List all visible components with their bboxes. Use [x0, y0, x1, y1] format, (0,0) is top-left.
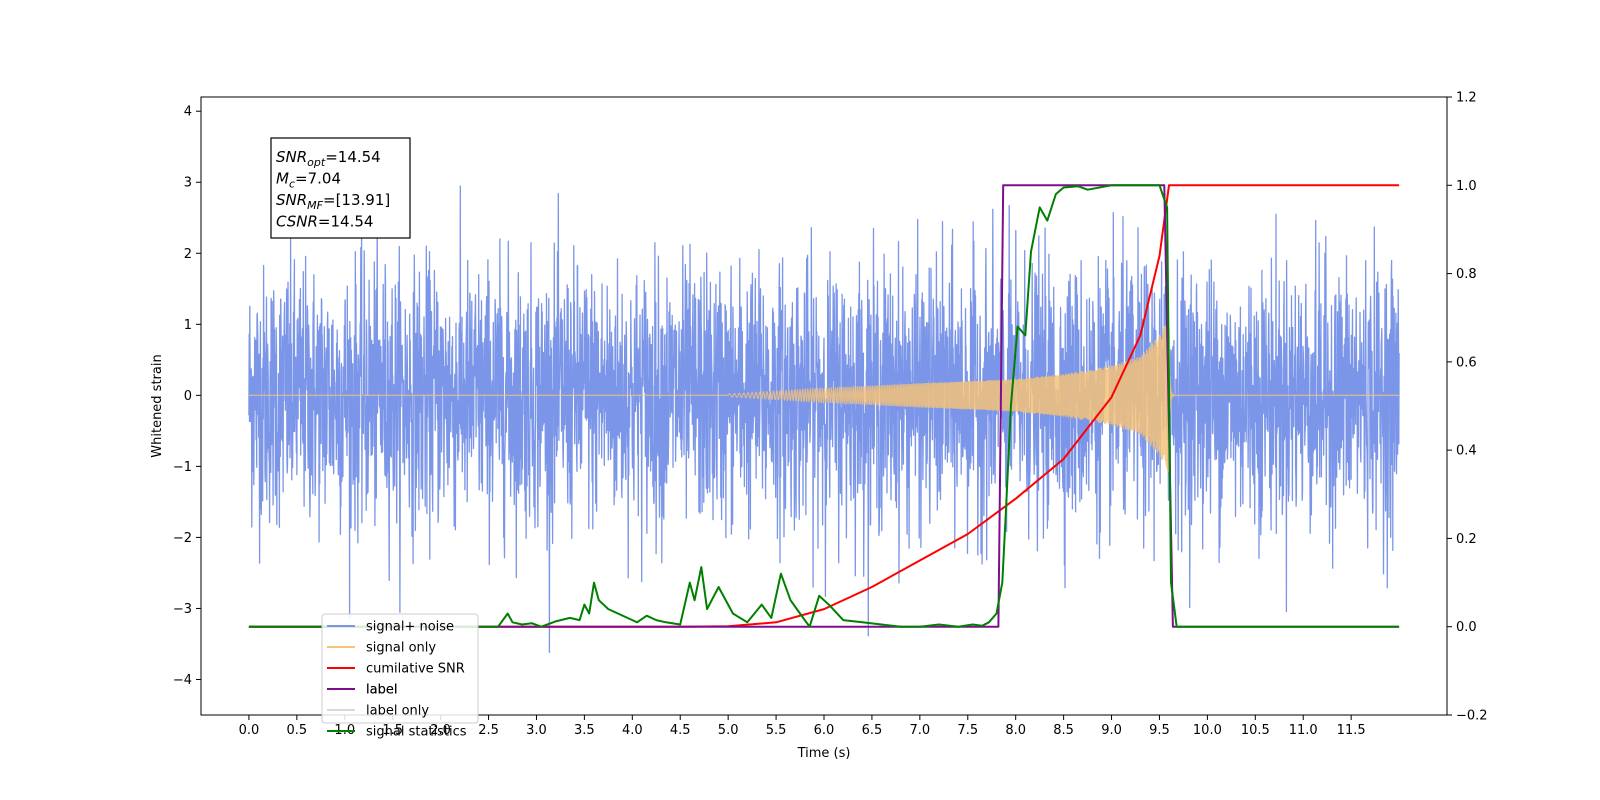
- x-tick-label: 4.0: [622, 723, 643, 738]
- y-tick-label: 1: [184, 318, 192, 333]
- x-tick-label: 7.0: [910, 723, 931, 738]
- annotation-subscript: c: [289, 178, 295, 191]
- x-tick-label: 6.5: [862, 723, 883, 738]
- annotation-box: SNRopt=14.54Mc=7.04SNRMF=[13.91]CSNR=14.…: [270, 137, 411, 239]
- plot-area: [248, 184, 1400, 654]
- x-tick-label: 5.5: [766, 723, 787, 738]
- legend-entry-2: signal only: [366, 641, 436, 656]
- x-tick-label: 8.5: [1053, 723, 1074, 738]
- y2-tick-label: −0.2: [1456, 709, 1488, 724]
- y-tick-label: 4: [184, 105, 192, 120]
- x-tick-label: 5.0: [718, 723, 739, 738]
- series-cumilative-snr-line: [248, 184, 1400, 628]
- y-tick-label: −1: [173, 460, 192, 475]
- x-axis-label: Time (s): [797, 746, 851, 761]
- annotation-line: CSNR=14.54: [276, 213, 373, 231]
- y2-tick-label: 1.0: [1456, 179, 1477, 194]
- x-tick-label: 9.5: [1149, 723, 1170, 738]
- annotation-value: =7.04: [295, 170, 341, 188]
- x-tick-label: 9.0: [1101, 723, 1122, 738]
- x-tick-label: 0.0: [239, 723, 260, 738]
- x-tick-label: 11.5: [1337, 723, 1366, 738]
- annotation-line: SNRMF=[13.91]: [276, 191, 390, 212]
- x-tick-label: 8.0: [1005, 723, 1026, 738]
- y-tick-label: −3: [173, 602, 192, 617]
- y-tick-label: −4: [173, 673, 192, 688]
- x-tick-label: 0.5: [287, 723, 308, 738]
- x-tick-label: 10.5: [1241, 723, 1270, 738]
- annotation-line: Mc=7.04: [276, 170, 341, 191]
- x-tick-label: 6.0: [814, 723, 835, 738]
- legend-entry-3: cumilative SNR: [366, 662, 465, 677]
- x-tick-label: 4.5: [670, 723, 691, 738]
- legend-entry-label-overlay: label: [366, 683, 397, 698]
- y2-tick-label: 0.4: [1456, 444, 1477, 459]
- x-tick-label: 3.0: [526, 723, 547, 738]
- annotation-line: SNRopt=14.54: [276, 148, 381, 169]
- axes: 0.0 0.5 1.0 1.5 2.0 2.5 3.0 3.5 4.0 4.5 5.0 5.5 6.0 6…: [173, 91, 1488, 739]
- plot-series-group: [248, 184, 1400, 654]
- y-tick-label: 0: [184, 389, 192, 404]
- y-axis-label: Whitened strain: [150, 354, 165, 457]
- legend-entry-1: signal+ noise: [366, 620, 454, 635]
- y2-tick-label: 0.2: [1456, 532, 1477, 547]
- y2-tick-label: 0.8: [1456, 267, 1477, 282]
- annotation-frame: [270, 137, 411, 239]
- annotation-value: =[13.91]: [323, 191, 390, 209]
- x-tick-label: 2.5: [478, 723, 499, 738]
- x-tick-label: 2.0: [430, 723, 451, 738]
- legend-frame: [321, 613, 479, 724]
- y-tick-label: 2: [184, 247, 192, 262]
- legend-entry-6: signal statistics: [366, 725, 467, 740]
- x-tick-label: 11.0: [1289, 723, 1318, 738]
- series-signal-statistics-line: [248, 184, 1400, 628]
- y-tick-label: 3: [184, 176, 192, 191]
- y2-tick-label: 0.6: [1456, 355, 1477, 370]
- annotation-subscript: opt: [307, 156, 326, 169]
- y-tick-label: −2: [173, 531, 192, 546]
- legend-entry-4: label: [366, 683, 397, 698]
- x-tick-label: 10.0: [1193, 723, 1222, 738]
- legend: signal+ noise signal only cumilative SNR la…: [321, 613, 479, 740]
- x-tick-label: 3.5: [574, 723, 595, 738]
- x-tick-label: 7.5: [957, 723, 978, 738]
- y2-tick-label: 0.0: [1456, 620, 1477, 635]
- series-signal-plus-noise-line: [248, 185, 1400, 654]
- annotation-value: =14.54: [325, 148, 381, 166]
- y2-tick-label: 1.2: [1456, 91, 1477, 106]
- x-tick-label: 1.5: [382, 723, 403, 738]
- legend-entry-5: label only: [366, 704, 429, 719]
- annotation-value: =14.54: [318, 213, 374, 231]
- annotation-subscript: MF: [307, 199, 323, 212]
